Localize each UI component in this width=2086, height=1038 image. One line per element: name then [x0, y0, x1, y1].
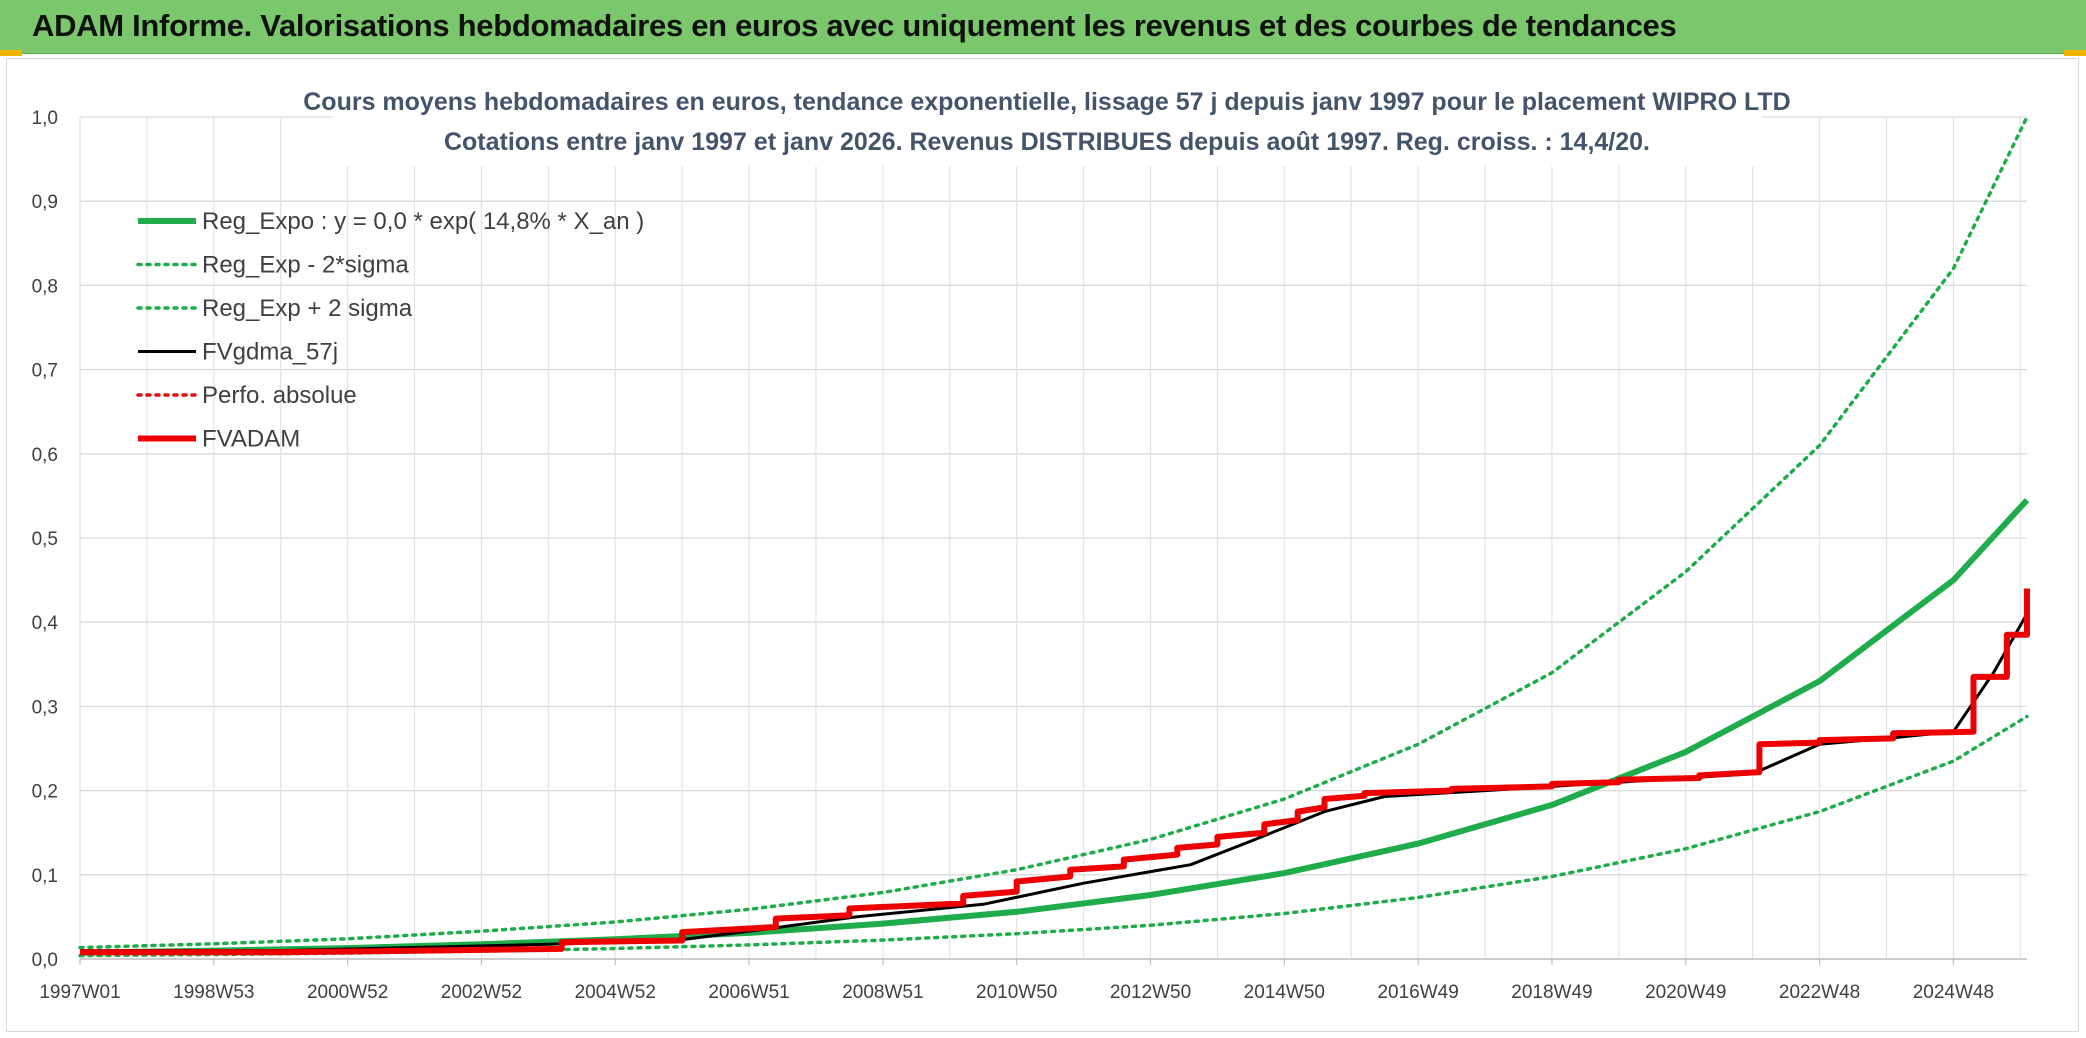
y-tick-label: 0,3 — [32, 697, 58, 718]
chart-title-line-1: Cours moyens hebdomadaires en euros, ten… — [303, 88, 1790, 116]
y-tick-label: 1,0 — [32, 108, 58, 129]
header-banner: ADAM Informe. Valorisations hebdomadaire… — [0, 0, 2086, 54]
x-tick-label: 2020W49 — [1645, 982, 1726, 1003]
y-tick-label: 0,9 — [32, 192, 58, 213]
x-tick-label: 2018W49 — [1511, 982, 1592, 1003]
axis-layer: 0,0 0,1 0,2 0,3 0,4 0,5 0,6 0,7 0,8 0,9 1,0 1997W01… — [32, 108, 2027, 1003]
y-tick-label: 0,0 — [32, 950, 58, 971]
y-tick-label: 0,4 — [32, 613, 59, 634]
legend-label: FVgdma_57j — [202, 339, 338, 366]
x-tick-label: 2022W48 — [1779, 982, 1860, 1003]
page-title: ADAM Informe. Valorisations hebdomadaire… — [32, 8, 1677, 43]
legend: Reg_Expo : y = 0,0 * exp( 14,8% * X_an )… — [136, 208, 644, 453]
series-line-5 — [80, 588, 2030, 956]
legend-label: Perfo. absolue — [202, 382, 357, 409]
series-line-0 — [79, 498, 2030, 956]
title-background — [332, 82, 1762, 166]
x-tick-label: 2016W49 — [1377, 982, 1458, 1003]
x-tick-label: 2010W50 — [976, 982, 1057, 1003]
y-tick-label: 0,5 — [32, 529, 58, 550]
x-tick-label: 2006W51 — [708, 982, 789, 1003]
y-tick-label: 0,6 — [32, 445, 58, 466]
x-tick-label: 2000W52 — [307, 982, 388, 1003]
x-tick-label: 2008W51 — [842, 982, 923, 1003]
chart-title-line-2: Cotations entre janv 1997 et janv 2026. … — [444, 128, 1650, 156]
series-line-1 — [78, 714, 2029, 958]
series-line-2 — [78, 115, 2029, 950]
y-tick-label: 0,7 — [32, 361, 58, 382]
x-tick-label: 1998W53 — [173, 982, 254, 1003]
y-tick-label: 0,2 — [32, 782, 58, 803]
x-tick-label: 2002W52 — [441, 982, 522, 1003]
series-line-3 — [80, 613, 2029, 953]
x-tick-label: 2004W52 — [575, 982, 656, 1003]
x-tick-label: 2024W48 — [1913, 982, 1994, 1003]
legend-label: Reg_Exp - 2*sigma — [202, 252, 409, 279]
legend-label: Reg_Exp + 2 sigma — [202, 295, 413, 322]
x-tick-label: 2014W50 — [1244, 982, 1325, 1003]
chart-frame — [6, 58, 2079, 1032]
grid-layer — [79, 116, 2027, 960]
corner-accent-left — [0, 50, 22, 56]
legend-label: Reg_Expo : y = 0,0 * exp( 14,8% * X_an ) — [202, 208, 644, 235]
series-layer — [78, 115, 2030, 958]
corner-accent-right — [2064, 50, 2086, 56]
legend-label: FVADAM — [202, 426, 300, 453]
x-tick-label: 1997W01 — [39, 982, 120, 1003]
x-tick-label: 2012W50 — [1110, 982, 1191, 1003]
y-tick-label: 0,1 — [32, 866, 58, 887]
y-tick-label: 0,8 — [32, 276, 58, 297]
